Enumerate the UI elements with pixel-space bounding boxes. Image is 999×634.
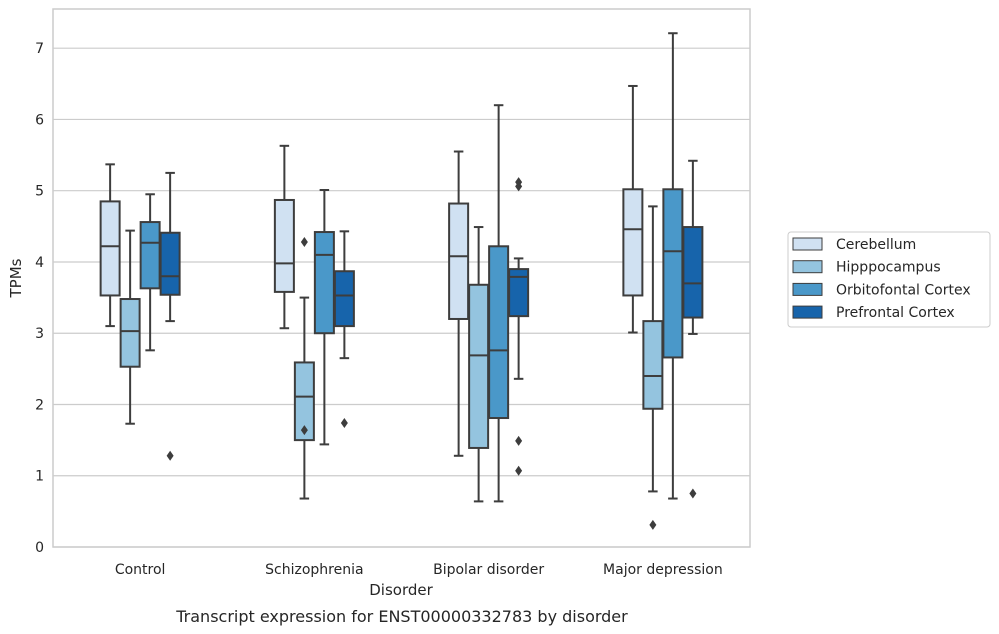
box <box>682 159 704 499</box>
iqr-box <box>159 231 181 296</box>
legend-frame <box>787 231 991 328</box>
legend: Cerebellum Hipppocampus Orbitofontal Corte… <box>787 231 991 328</box>
box <box>139 193 161 352</box>
box <box>508 177 530 476</box>
legend-label: Prefrontal Cortex <box>836 305 955 321</box>
iqr-box <box>448 202 470 320</box>
iqr-box <box>682 226 704 319</box>
category-group <box>622 32 704 530</box>
iqr-box <box>488 245 510 420</box>
box <box>622 84 644 334</box>
x-tick-label: Schizophrenia <box>265 562 363 578</box>
box <box>159 171 181 461</box>
outlier-point <box>515 465 523 476</box>
x-tick-label: Control <box>115 562 166 578</box>
iqr-box <box>139 221 161 290</box>
category-group <box>448 104 530 503</box>
y-tick-label: 2 <box>35 397 44 413</box>
box <box>448 150 470 457</box>
iqr-box <box>273 198 295 293</box>
iqr-box <box>508 268 530 318</box>
y-axis-label: TPMs <box>7 258 25 298</box>
legend-item: Hipppocampus <box>792 260 941 276</box>
box <box>468 226 490 503</box>
legend-swatch <box>792 237 823 251</box>
box <box>333 230 355 429</box>
outlier-point <box>166 450 174 461</box>
figure-caption: Transcript expression for ENST0000033278… <box>175 607 628 626</box>
legend-item: Prefrontal Cortex <box>792 305 955 321</box>
box <box>488 104 510 503</box>
legend-label: Cerebellum <box>836 237 916 253</box>
iqr-box <box>622 188 644 297</box>
outlier-point <box>515 435 523 446</box>
iqr-box <box>119 298 141 368</box>
box-groups <box>99 32 704 530</box>
iqr-box <box>468 283 490 449</box>
iqr-box <box>333 270 355 328</box>
legend-label: Hipppocampus <box>836 260 941 276</box>
y-tick-label: 6 <box>35 112 44 128</box>
y-axis-ticks: 0 1 2 3 4 5 6 7 <box>35 41 44 556</box>
iqr-box <box>313 231 335 335</box>
legend-label: Orbitofontal Cortex <box>836 282 971 298</box>
iqr-box <box>642 320 664 410</box>
legend-swatch <box>792 305 823 319</box>
box <box>119 229 141 425</box>
y-tick-label: 7 <box>35 41 44 57</box>
outlier-point <box>515 177 523 188</box>
box <box>642 205 664 530</box>
category-group <box>99 163 181 461</box>
box <box>273 144 295 330</box>
x-tick-label: Bipolar disorder <box>433 562 544 578</box>
outlier-point <box>649 519 657 530</box>
outlier-point <box>340 418 348 429</box>
x-axis-ticks: Control Schizophrenia Bipolar disorder Majo… <box>115 562 723 578</box>
legend-item: Orbitofontal Cortex <box>792 282 971 298</box>
iqr-box <box>99 200 121 297</box>
category-group <box>273 144 355 500</box>
box <box>99 163 121 328</box>
x-tick-label: Major depression <box>603 562 723 578</box>
iqr-box <box>662 188 684 359</box>
plot-frame <box>52 8 751 548</box>
y-tick-label: 0 <box>35 540 44 556</box>
outlier-point <box>300 425 308 436</box>
box <box>293 237 315 500</box>
y-tick-label: 4 <box>35 255 44 271</box>
box <box>662 32 684 500</box>
y-tick-label: 1 <box>35 469 44 485</box>
y-tick-label: 5 <box>35 184 44 200</box>
legend-item: Cerebellum <box>792 237 916 253</box>
legend-swatch <box>792 282 823 296</box>
y-tick-label: 3 <box>35 326 44 342</box>
legend-swatch <box>792 260 823 274</box>
outlier-point <box>300 237 308 248</box>
iqr-box <box>293 361 315 442</box>
x-axis-label: Disorder <box>369 581 433 599</box>
outlier-point <box>689 488 697 499</box>
